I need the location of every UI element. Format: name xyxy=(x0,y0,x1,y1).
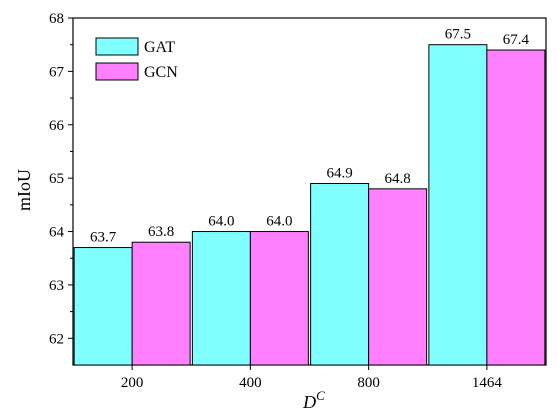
bar-gcn-1464 xyxy=(486,49,546,366)
axes-layer: 200 400 800 1464 62 63 64 65 66 67 68 xyxy=(49,11,502,391)
y-tick-label-62: 62 xyxy=(49,331,64,347)
x-tick-label-200: 200 xyxy=(121,375,144,391)
legend: GAT GCN xyxy=(95,37,178,81)
bar-gcn-400 xyxy=(249,231,309,366)
plot-area xyxy=(72,17,547,366)
data-label-gcn-1464: 67.4 xyxy=(503,32,530,48)
legend-swatch-gat xyxy=(95,37,139,56)
legend-label-gat: GAT xyxy=(144,39,175,56)
y-axis-title: mIoU xyxy=(14,169,34,211)
bars-layer xyxy=(73,44,546,366)
y-tick-label-63: 63 xyxy=(49,278,64,294)
bar-gcn-200 xyxy=(131,241,191,366)
x-tick-label-1464: 1464 xyxy=(472,375,503,391)
bar-gat-800 xyxy=(310,182,370,366)
data-labels-layer: 63.7 63.8 64.0 64.0 64.9 64.8 67.5 67.4 xyxy=(90,27,530,246)
x-tick-label-800: 800 xyxy=(357,375,380,391)
bar-gat-200 xyxy=(73,247,133,366)
y-tick-label-67: 67 xyxy=(49,64,65,80)
data-label-gcn-800: 64.8 xyxy=(385,171,411,187)
x-tick-label-400: 400 xyxy=(239,375,262,391)
data-label-gcn-400: 64.0 xyxy=(266,214,292,230)
legend-label-gcn: GCN xyxy=(144,64,178,81)
x-axis-title-superscript: C xyxy=(316,388,325,403)
data-label-gat-400: 64.0 xyxy=(208,214,234,230)
bar-gcn-800 xyxy=(368,188,428,366)
y-tick-label-65: 65 xyxy=(49,171,64,187)
bar-gat-1464 xyxy=(428,44,488,366)
x-axis-title: DC xyxy=(302,388,325,412)
data-label-gat-200: 63.7 xyxy=(90,230,117,246)
y-tick-label-68: 68 xyxy=(49,11,64,27)
x-axis-title-main: D xyxy=(302,392,316,412)
plot-frame xyxy=(72,17,547,366)
data-label-gcn-200: 63.8 xyxy=(148,224,174,240)
legend-swatch-gcn xyxy=(95,62,139,81)
bar-gat-400 xyxy=(191,231,251,366)
data-label-gat-1464: 67.5 xyxy=(445,27,471,43)
y-tick-label-66: 66 xyxy=(49,118,65,134)
data-label-gat-800: 64.9 xyxy=(327,165,353,181)
y-tick-label-64: 64 xyxy=(49,225,65,241)
